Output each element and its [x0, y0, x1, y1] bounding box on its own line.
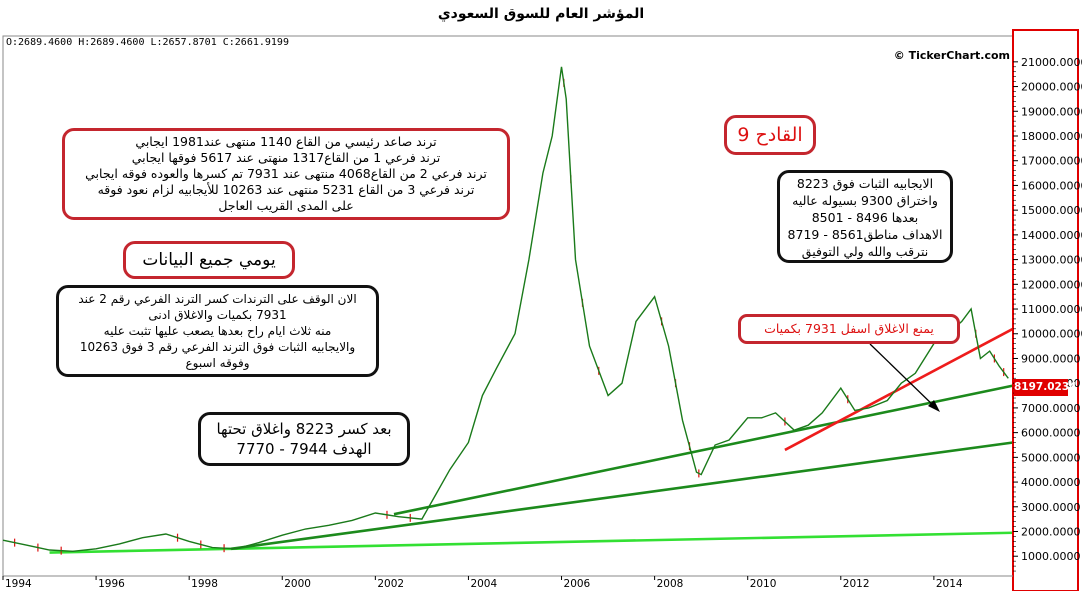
y-tick-label: 4000.0000: [1021, 476, 1081, 489]
y-axis: 1000.0000 2000.0000 3000.0000 4000.0000 5000…: [1012, 29, 1082, 591]
y-tick-label: 15000.0000: [1021, 204, 1082, 217]
y-tick-label: 16000.0000: [1021, 179, 1082, 192]
chart-title: المؤشر العام للسوق السعودي: [437, 6, 645, 22]
y-tick-label: 9000.0000: [1021, 352, 1081, 365]
x-tick-label: 2014: [936, 578, 963, 590]
y-tick-label: 14000.0000: [1021, 229, 1082, 242]
x-tick-label: 2000: [284, 578, 311, 590]
y-tick-label: 6000.0000: [1021, 427, 1081, 440]
y-tick-label: 2000.0000: [1021, 526, 1081, 539]
x-axis: 1994 1996 1998 2000 2002 2004 2006 2008 2010 2012…: [2, 575, 1013, 590]
y-tick-label: 17000.0000: [1021, 155, 1082, 168]
x-tick-label: 2008: [657, 578, 684, 590]
x-tick-label: 2012: [843, 578, 870, 590]
daily-label-box: يومي جميع البيانات: [123, 241, 295, 279]
x-tick-label: 1996: [98, 578, 125, 590]
x-tick-label: 2002: [377, 578, 404, 590]
x-tick-label: 2006: [564, 578, 591, 590]
y-tick-label: 18000.0000: [1021, 130, 1082, 143]
copyright-label: © TickerChart.com: [893, 49, 1010, 62]
x-tick-label: 2004: [470, 578, 497, 590]
stop-note-box: الان الوقف على الترندات كسر الترند الفرع…: [56, 285, 379, 377]
trendline-1: [49, 531, 1014, 554]
pointer-arrow-head: [928, 400, 940, 412]
y-tick-label: 3000.0000: [1021, 501, 1081, 514]
trendline-2: [230, 441, 1014, 551]
trendline-3: [393, 384, 1014, 516]
ohlc-readout: O:2689.4600 H:2689.4600 L:2657.8701 C:26…: [6, 37, 289, 48]
y-axis-frame: [1012, 29, 1079, 591]
y-tick-label: 5000.0000: [1021, 451, 1081, 464]
annotation-arrows: [869, 343, 940, 412]
x-tick-label: 1994: [5, 578, 32, 590]
y-tick-label: 1000.0000: [1021, 550, 1081, 563]
break-target-box: بعد كسر 8223 واغلاق تحتها الهدف 7944 - 7…: [198, 412, 410, 466]
y-tick-label: 12000.0000: [1021, 278, 1082, 291]
price-series-line: [2, 66, 1009, 553]
y-tick-label: 10000.0000: [1021, 328, 1082, 341]
y-tick-label: 11000.0000: [1021, 303, 1082, 316]
y-tick-label: 19000.0000: [1021, 105, 1082, 118]
trendline-4: [784, 327, 1014, 452]
y-tick-label: 20000.0000: [1021, 81, 1082, 94]
y-tick-label: 13000.0000: [1021, 254, 1082, 267]
price-tag: 8197.0234: [1014, 379, 1076, 396]
y-tick-label: 21000.0000: [1021, 56, 1082, 69]
y-tick-label: 7000.0000: [1021, 402, 1081, 415]
positive-note-box: الايجابيه الثبات فوق 8223 واختراق 9300 ب…: [777, 170, 953, 263]
x-tick-label: 2010: [750, 578, 777, 590]
x-tick-label: 1998: [191, 578, 218, 590]
pointer-arrow-line: [869, 343, 937, 409]
qadeh-label-box: القادح 9: [724, 115, 816, 155]
trend-summary-box: ترند صاعد رئيسي من القاع 1140 منتهى عند1…: [62, 128, 510, 220]
prevent-close-note: يمنع الاغلاق اسفل 7931 بكميات: [738, 314, 960, 344]
